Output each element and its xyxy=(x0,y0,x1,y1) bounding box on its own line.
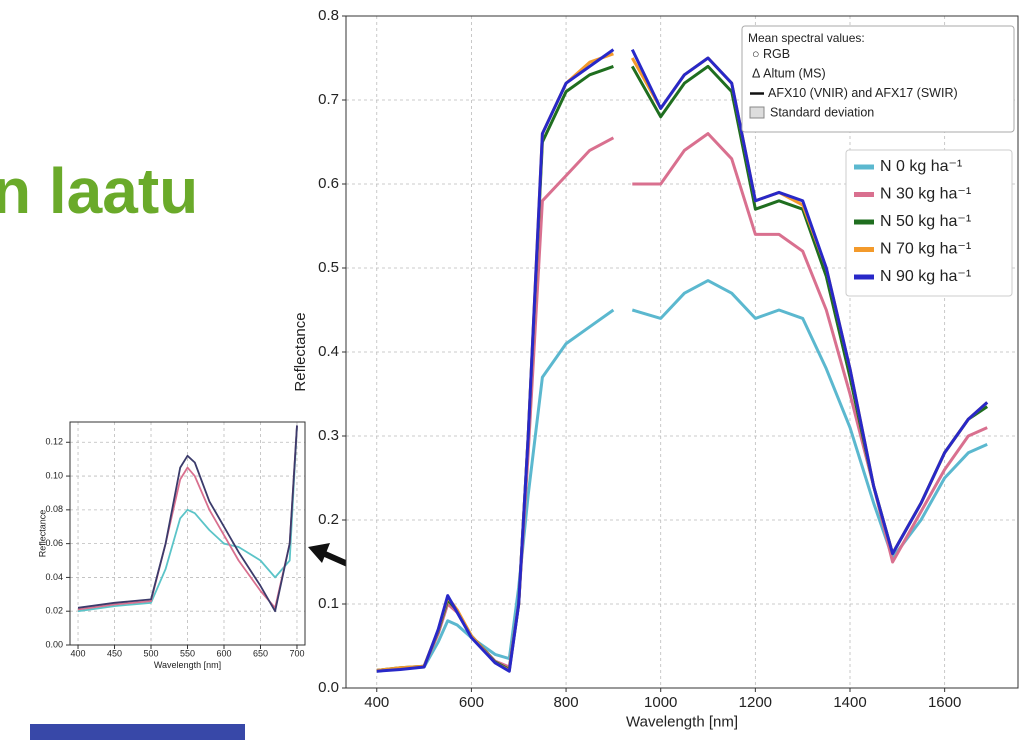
series-line xyxy=(77,425,298,613)
x-tick-label: 1200 xyxy=(739,694,772,711)
y-tick-label: 0.2 xyxy=(318,511,339,528)
plot-frame xyxy=(69,421,306,646)
x-tick-label: 450 xyxy=(107,648,122,658)
series-line xyxy=(77,425,298,613)
series-line xyxy=(376,48,989,673)
y-tick-label: 0.5 xyxy=(318,259,339,276)
y-tick-label: 0.8 xyxy=(318,7,339,24)
image-fragment xyxy=(30,724,245,740)
x-tick-label: 400 xyxy=(364,694,389,711)
y-tick-label: 0.7 xyxy=(318,91,339,108)
x-tick-label: 1600 xyxy=(928,694,961,711)
y-tick-label: 0.0 xyxy=(318,679,339,696)
y-tick-label: 0.6 xyxy=(318,175,339,192)
x-tick-label: 600 xyxy=(216,648,231,658)
x-tick-label: 400 xyxy=(71,648,86,658)
x-tick-label: 550 xyxy=(180,648,195,658)
legend-label: N 90 kg ha⁻¹ xyxy=(880,268,971,285)
x-axis-label: Wavelength [nm] xyxy=(626,713,738,730)
y-tick-label: 0.12 xyxy=(45,437,63,447)
legend-label: N 30 kg ha⁻¹ xyxy=(880,186,971,203)
annotation-text: ○ RGB xyxy=(752,47,790,61)
y-tick-label: 0.10 xyxy=(45,470,63,480)
y-tick-label: 0.3 xyxy=(318,427,339,444)
legend-label: N 0 kg ha⁻¹ xyxy=(880,158,962,175)
annotation-text: Standard deviation xyxy=(770,105,874,119)
y-tick-label: 0.02 xyxy=(45,606,63,616)
y-tick-label: 0.1 xyxy=(318,595,339,612)
legend-label: N 70 kg ha⁻¹ xyxy=(880,241,971,258)
plot-frame xyxy=(345,15,1019,689)
annotation-text: Δ Altum (MS) xyxy=(752,66,826,80)
y-tick-label: 0.00 xyxy=(45,639,63,649)
y-tick-label: 0.06 xyxy=(45,538,63,548)
annotation-text: Mean spectral values: xyxy=(748,31,865,45)
x-axis-label: Wavelength [nm] xyxy=(154,660,221,670)
annotation-band-key xyxy=(749,106,765,119)
x-tick-label: 1000 xyxy=(644,694,677,711)
x-tick-label: 1400 xyxy=(833,694,866,711)
legend-label: N 50 kg ha⁻¹ xyxy=(880,213,971,230)
y-tick-label: 0.04 xyxy=(45,572,63,582)
annotation-text: AFX10 (VNIR) and AFX17 (SWIR) xyxy=(768,86,958,100)
arrow-head xyxy=(308,543,330,563)
x-tick-label: 500 xyxy=(143,648,158,658)
x-tick-label: 800 xyxy=(554,694,579,711)
x-tick-label: 700 xyxy=(289,648,304,658)
y-axis-label: Reflectance xyxy=(292,312,309,391)
x-tick-label: 600 xyxy=(459,694,484,711)
annotation-box xyxy=(741,25,1015,133)
y-axis-label: Reflectance xyxy=(37,510,47,558)
x-tick-label: 650 xyxy=(253,648,268,658)
y-tick-label: 0.08 xyxy=(45,504,63,514)
slide-title: n laatu xyxy=(0,155,198,227)
legend-box xyxy=(845,149,1013,297)
y-tick-label: 0.4 xyxy=(318,343,339,360)
